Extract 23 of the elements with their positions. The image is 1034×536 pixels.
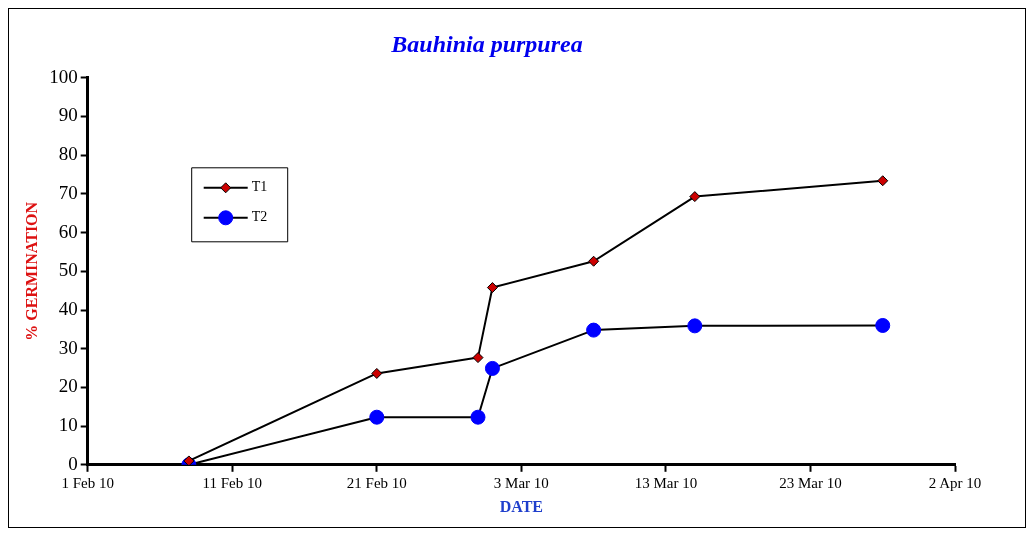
x-axis-title: DATE	[499, 497, 543, 515]
x-tick-label: 23 Mar 10	[779, 474, 842, 491]
legend-label: T1	[251, 179, 268, 195]
y-tick-label: 80	[58, 143, 78, 165]
y-tick-label: 70	[58, 181, 78, 203]
x-tick-label: 2 Apr 10	[928, 474, 982, 491]
x-tick-label: 21 Feb 10	[346, 474, 407, 491]
y-tick-label: 20	[58, 375, 78, 397]
y-tick-label: 0	[68, 452, 78, 474]
y-tick-label: 10	[58, 414, 78, 436]
x-tick-label: 13 Mar 10	[634, 474, 698, 491]
y-tick-label: 100	[49, 65, 78, 87]
y-tick-label: 40	[58, 297, 78, 319]
legend-label: T2	[251, 209, 268, 225]
x-tick-label: 3 Mar 10	[493, 474, 549, 491]
x-tick-label: 1 Feb 10	[61, 474, 114, 491]
y-tick-label: 90	[58, 104, 78, 126]
y-tick-label: 60	[58, 220, 78, 242]
y-axis-title: % GERMINATION	[22, 201, 40, 341]
x-tick-label: 11 Feb 10	[202, 474, 262, 491]
y-tick-label: 30	[58, 336, 78, 358]
y-tick-label: 50	[58, 259, 78, 281]
chart-title: Bauhinia purpurea	[390, 30, 583, 57]
